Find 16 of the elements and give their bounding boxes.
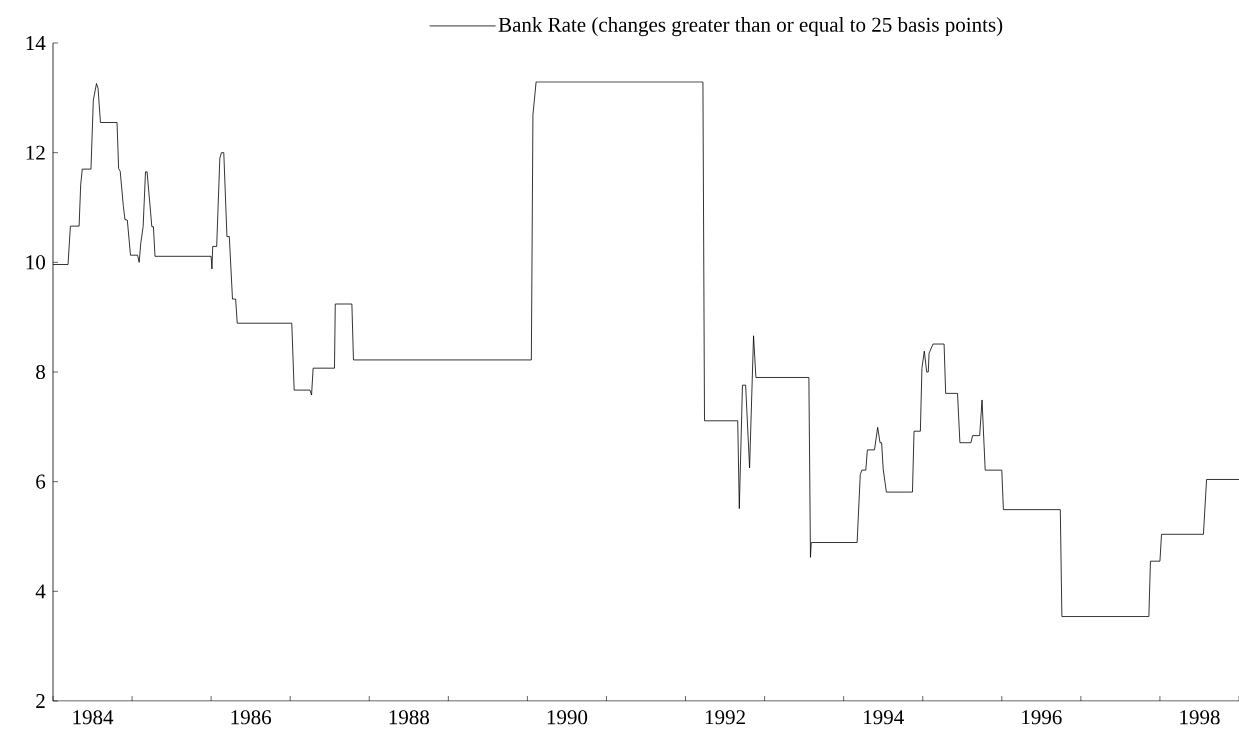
y-tick-label: 8 (36, 364, 46, 380)
y-tick-label: 14 (26, 36, 46, 50)
x-tick-label: 1986 (231, 710, 272, 725)
y-tick-label: 10 (26, 255, 46, 270)
legend-label: Bank Rate (changes greater than or equal to 25 basis points) (498, 17, 1003, 37)
x-tick-label: 1988 (389, 710, 430, 725)
x-tick-label: 1990 (547, 710, 588, 725)
y-tick-label: 2 (36, 694, 45, 708)
x-tick-label: 1996 (1022, 710, 1062, 725)
y-tick-label: 4 (35, 584, 46, 599)
y-tick-label: 6 (36, 474, 46, 489)
y-tick-label: 12 (26, 145, 45, 160)
x-tick-label: 1984 (73, 710, 114, 725)
x-tick-label: 1998 (1180, 710, 1220, 725)
x-tick-label: 1992 (705, 710, 745, 725)
x-tick-label: 1994 (864, 710, 904, 725)
